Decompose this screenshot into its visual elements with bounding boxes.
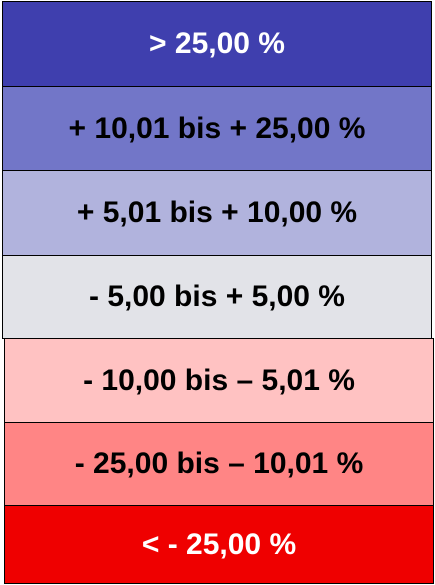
legend-item: - 25,00 bis – 10,01 % — [4, 422, 434, 506]
legend-item: < - 25,00 % — [4, 505, 434, 584]
legend-item: + 10,01 bis + 25,00 % — [2, 86, 432, 171]
legend-item: - 10,00 bis – 5,01 % — [4, 338, 434, 423]
legend-item: + 5,01 bis + 10,00 % — [2, 170, 432, 256]
legend-item: - 5,00 bis + 5,00 % — [2, 255, 432, 339]
legend-item: > 25,00 % — [2, 1, 432, 87]
